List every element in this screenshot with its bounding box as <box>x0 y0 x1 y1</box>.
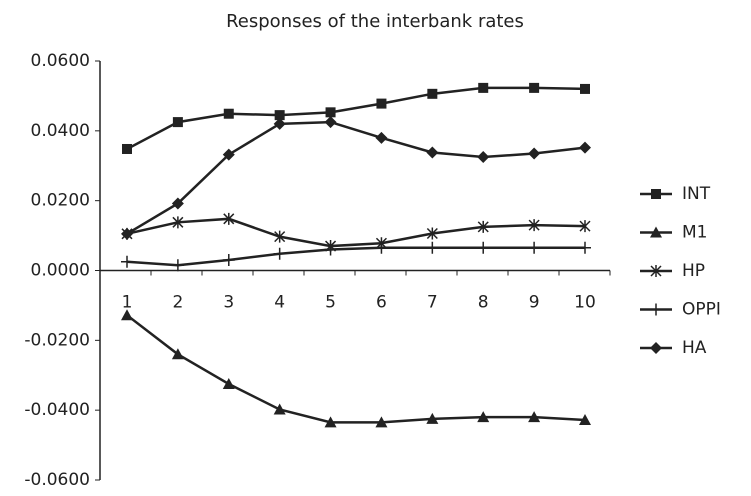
x-tick-label: 5 <box>325 293 336 313</box>
y-tick-label: 0.0400 <box>31 121 90 141</box>
marker <box>273 117 286 130</box>
marker <box>172 216 184 229</box>
legend-label: INT <box>682 184 711 204</box>
marker <box>324 116 337 129</box>
marker <box>274 110 285 121</box>
marker <box>579 241 591 254</box>
series-line <box>126 86 586 151</box>
marker <box>477 220 489 233</box>
series-line <box>126 217 586 248</box>
marker <box>273 403 286 415</box>
marker <box>426 412 439 424</box>
marker <box>528 219 540 232</box>
marker <box>426 146 439 159</box>
marker <box>426 227 438 240</box>
marker <box>122 143 132 154</box>
chart-title: Responses of the interbank rates <box>226 11 524 32</box>
legend-label: OPPI <box>682 300 721 320</box>
marker <box>477 151 490 164</box>
legend-marker <box>650 303 662 316</box>
marker <box>172 117 183 128</box>
marker <box>121 255 133 268</box>
y-tick-label: 0.0200 <box>31 191 90 211</box>
marker <box>426 241 439 254</box>
marker <box>528 411 541 423</box>
x-tick-label: 3 <box>223 293 234 313</box>
legend-marker <box>650 265 662 277</box>
y-tick-label: 0.0000 <box>31 261 90 281</box>
marker <box>477 241 490 254</box>
marker <box>171 197 184 210</box>
legend-label: HP <box>682 261 705 281</box>
marker <box>579 141 591 154</box>
marker <box>528 241 541 254</box>
marker <box>324 243 337 256</box>
marker <box>376 98 387 109</box>
x-tick-label: 2 <box>172 293 183 313</box>
series-line <box>126 120 586 235</box>
marker <box>375 416 388 428</box>
marker <box>579 220 591 233</box>
x-tick-label: 1 <box>122 293 133 313</box>
series-line <box>126 314 586 424</box>
series-line <box>126 246 585 267</box>
x-tick-label: 9 <box>529 293 540 313</box>
marker <box>325 107 336 118</box>
y-tick-label: -0.0600 <box>24 470 90 490</box>
marker <box>375 131 388 144</box>
marker <box>222 254 235 267</box>
x-tick-label: 4 <box>274 293 285 313</box>
legend-label: HA <box>682 338 707 358</box>
marker <box>121 227 133 240</box>
x-tick-label: 8 <box>478 293 489 313</box>
marker <box>121 309 133 321</box>
x-tick-label: 6 <box>376 293 387 313</box>
marker <box>579 413 591 425</box>
legend-label: M1 <box>682 223 707 243</box>
marker <box>223 212 235 225</box>
marker <box>580 83 590 94</box>
marker <box>528 147 541 160</box>
marker <box>478 82 489 93</box>
marker <box>171 348 184 360</box>
marker <box>375 241 388 254</box>
marker <box>274 230 286 243</box>
legend-marker <box>650 342 662 354</box>
legend-marker <box>651 189 661 199</box>
marker <box>477 411 490 423</box>
marker <box>223 108 234 119</box>
marker <box>171 259 184 272</box>
marker <box>324 416 337 428</box>
marker <box>427 88 438 99</box>
marker <box>222 148 235 161</box>
y-tick-label: -0.0200 <box>24 330 90 350</box>
marker <box>222 377 235 389</box>
x-tick-label: 10 <box>574 293 596 313</box>
marker <box>273 247 286 260</box>
x-tick-label: 7 <box>427 293 438 313</box>
y-tick-label: 0.0600 <box>31 51 90 71</box>
legend-marker <box>650 226 662 238</box>
marker <box>529 82 540 93</box>
y-tick-label: -0.0400 <box>24 400 90 420</box>
